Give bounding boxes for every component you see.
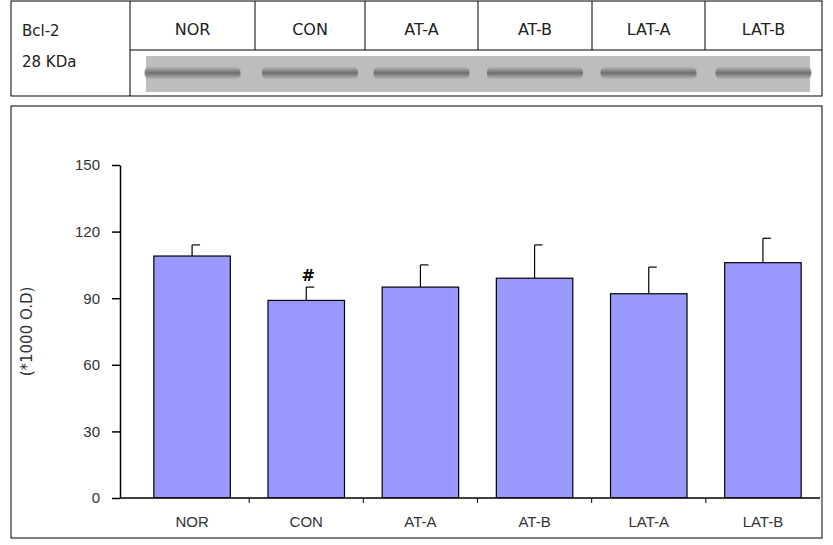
x-tick: AT-A (404, 498, 436, 530)
error-cap (192, 244, 200, 245)
y-tick: 0 (92, 489, 120, 506)
error-cap (420, 264, 428, 265)
x-tick: CON (290, 498, 323, 530)
error-cap (763, 238, 771, 239)
lane-label: LAT-B (742, 20, 785, 39)
table-line (130, 50, 822, 51)
y-tick-mark (112, 498, 120, 500)
y-tick-label: 30 (83, 423, 100, 440)
x-axis: NOR CON AT-A AT-B LAT-A LAT-B (120, 498, 820, 530)
x-separator (249, 498, 250, 503)
blot-band (145, 66, 241, 80)
table-border (11, 1, 822, 96)
blot-strip (146, 56, 810, 92)
lane-label: LAT-A (627, 20, 671, 39)
y-tick-label: 60 (83, 356, 100, 373)
error-bar (420, 265, 421, 287)
lane-label: AT-B (518, 20, 552, 39)
table-line (130, 1, 131, 96)
bar (611, 294, 687, 498)
x-axis-line (120, 497, 820, 499)
blot-table: Bcl-2 28 KDa NOR CON AT-A AT-B LAT-A LAT-B (11, 1, 822, 96)
y-axis-line (120, 166, 122, 499)
lane-label: AT-A (404, 20, 438, 39)
error-cap (649, 267, 657, 268)
error-bar (191, 245, 192, 256)
bar (725, 263, 801, 498)
table-line (705, 1, 706, 50)
bar (496, 278, 572, 498)
bars (154, 238, 801, 498)
x-tick: LAT-A (628, 498, 669, 530)
blot-band (262, 66, 358, 80)
y-axis-title: (*1000 O.D) (18, 287, 36, 377)
blot-band (487, 66, 583, 80)
y-tick-label: 120 (75, 223, 100, 240)
bar (268, 300, 344, 498)
lane-label: CON (292, 20, 328, 39)
bar (154, 256, 230, 498)
bar (382, 287, 458, 498)
x-tick-label: AT-A (404, 513, 436, 530)
blot-band (716, 66, 812, 80)
chart-border (11, 106, 822, 538)
y-axis: 0 30 60 90 120 150 (75, 156, 121, 506)
y-tick: 150 (75, 156, 120, 173)
blot-size: 28 KDa (22, 53, 76, 71)
y-tick-mark (112, 231, 120, 233)
x-tick-label: LAT-A (628, 513, 669, 530)
y-tick-mark (112, 298, 120, 300)
x-tick-label: CON (290, 513, 323, 530)
y-tick-mark (112, 165, 120, 167)
annotation: # (302, 266, 315, 285)
blot-label: Bcl-2 (22, 22, 60, 40)
table-line (365, 1, 366, 50)
table-line (255, 1, 256, 50)
y-tick-label: 150 (75, 156, 100, 173)
x-tick-label: LAT-B (743, 513, 784, 530)
lane-label: NOR (175, 20, 211, 39)
x-tick: AT-B (518, 498, 550, 530)
x-tick: LAT-B (743, 498, 784, 530)
x-tick: NOR (175, 498, 209, 530)
error-cap (535, 244, 543, 245)
table-line (478, 1, 479, 50)
x-separator (363, 498, 364, 503)
blot-band (601, 66, 697, 80)
y-tick: 90 (83, 290, 120, 307)
error-bar (762, 238, 763, 262)
error-bar (534, 245, 535, 278)
y-tick-mark (112, 431, 120, 433)
x-separator (705, 498, 706, 503)
y-tick: 120 (75, 223, 120, 240)
error-bar (648, 267, 649, 294)
y-tick: 60 (83, 356, 120, 373)
blot-band (374, 66, 470, 80)
table-line (592, 1, 593, 50)
error-bar (306, 287, 307, 300)
y-tick-label: 0 (92, 489, 100, 506)
x-tick-label: NOR (175, 513, 209, 530)
y-tick-label: 90 (83, 290, 100, 307)
y-tick-mark (112, 365, 120, 367)
x-separator (591, 498, 592, 503)
error-cap (306, 287, 314, 288)
y-tick: 30 (83, 423, 120, 440)
x-separator (477, 498, 478, 503)
x-tick-label: AT-B (518, 513, 550, 530)
